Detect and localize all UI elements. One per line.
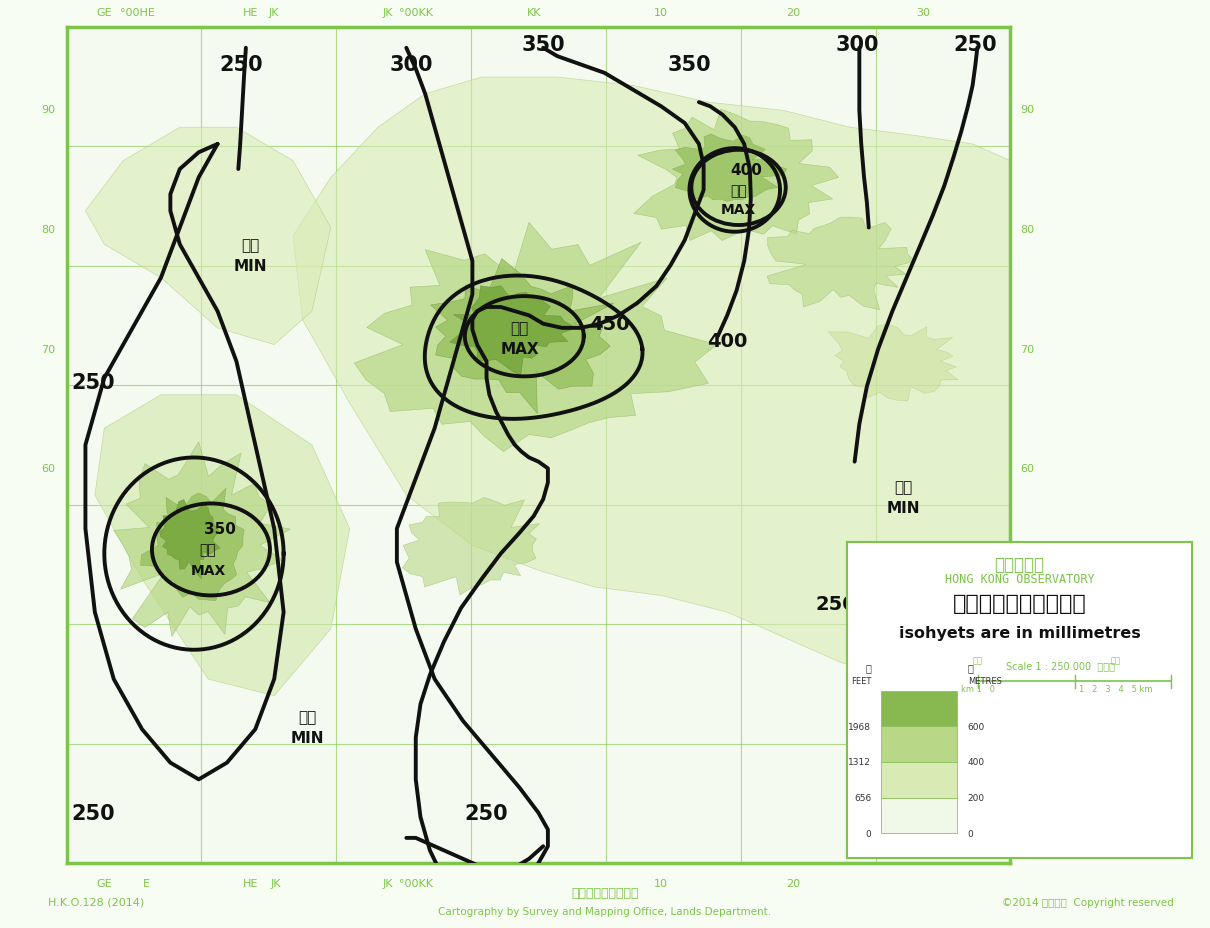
Text: 250: 250 bbox=[816, 595, 855, 613]
Text: °00KK: °00KK bbox=[399, 878, 433, 888]
Text: 呎: 呎 bbox=[865, 663, 871, 672]
Text: MIN: MIN bbox=[234, 258, 267, 274]
Text: H.K.O.128 (2014): H.K.O.128 (2014) bbox=[48, 897, 145, 907]
Text: KK: KK bbox=[526, 7, 541, 18]
Polygon shape bbox=[402, 498, 540, 596]
Text: 20: 20 bbox=[786, 878, 800, 888]
Text: 30: 30 bbox=[1020, 703, 1033, 714]
Text: 公里: 公里 bbox=[1111, 656, 1120, 664]
Text: HE: HE bbox=[243, 878, 258, 888]
Text: HE: HE bbox=[243, 7, 258, 18]
Text: 最高: 最高 bbox=[511, 321, 529, 336]
Text: 400: 400 bbox=[730, 162, 762, 177]
Text: JK: JK bbox=[269, 7, 280, 18]
Text: 0: 0 bbox=[968, 829, 974, 838]
Text: 300: 300 bbox=[390, 56, 433, 75]
Text: 350: 350 bbox=[522, 34, 565, 55]
Polygon shape bbox=[450, 287, 576, 377]
Text: 400: 400 bbox=[707, 331, 748, 351]
Text: E: E bbox=[143, 878, 150, 888]
Text: MAX: MAX bbox=[500, 342, 538, 357]
Text: METRES: METRES bbox=[968, 676, 1002, 685]
Polygon shape bbox=[94, 395, 350, 696]
Bar bbox=[881, 762, 957, 798]
Text: 400: 400 bbox=[968, 757, 985, 767]
Polygon shape bbox=[673, 135, 787, 202]
Text: 30: 30 bbox=[916, 7, 930, 18]
Text: °00KK: °00KK bbox=[399, 7, 433, 18]
Text: 350: 350 bbox=[668, 56, 711, 75]
Text: JK: JK bbox=[382, 878, 393, 888]
Text: 1968: 1968 bbox=[848, 722, 871, 731]
Text: 80: 80 bbox=[41, 225, 56, 235]
Text: 最高: 最高 bbox=[200, 543, 217, 557]
Text: MIN: MIN bbox=[290, 730, 324, 745]
Text: JK: JK bbox=[382, 7, 393, 18]
Text: 450: 450 bbox=[589, 315, 629, 334]
Polygon shape bbox=[293, 78, 1010, 679]
Text: MAX: MAX bbox=[190, 563, 226, 578]
Text: 200: 200 bbox=[968, 793, 985, 802]
Bar bbox=[881, 727, 957, 762]
Text: 地政總署測繪處繪製: 地政總署測繪處繪製 bbox=[571, 886, 639, 899]
Text: 250: 250 bbox=[465, 803, 508, 823]
Polygon shape bbox=[767, 218, 915, 310]
Text: 等雨量線以毫米為單位: 等雨量線以毫米為單位 bbox=[952, 593, 1087, 613]
Text: 70: 70 bbox=[41, 344, 56, 354]
Text: 1   2   3   4   5 km: 1 2 3 4 5 km bbox=[1079, 684, 1153, 693]
Text: 90: 90 bbox=[1020, 105, 1033, 115]
Text: 最低: 最低 bbox=[298, 709, 316, 725]
Text: 60: 60 bbox=[1020, 464, 1033, 474]
Text: 250: 250 bbox=[219, 56, 263, 75]
Text: 最低: 最低 bbox=[242, 238, 260, 252]
Text: 最高: 最高 bbox=[730, 184, 747, 198]
Text: 香港天文台: 香港天文台 bbox=[995, 556, 1044, 574]
Text: 公里: 公里 bbox=[973, 656, 983, 664]
Text: 656: 656 bbox=[854, 793, 871, 802]
Text: °00HE: °00HE bbox=[120, 7, 155, 18]
Text: 80: 80 bbox=[1020, 225, 1033, 235]
Text: km 1   0: km 1 0 bbox=[961, 684, 995, 693]
Text: 20: 20 bbox=[786, 7, 800, 18]
Text: 10: 10 bbox=[655, 7, 668, 18]
Text: 米: 米 bbox=[968, 663, 974, 672]
Text: 350: 350 bbox=[204, 522, 236, 536]
Text: 70: 70 bbox=[1020, 344, 1033, 354]
Text: 60: 60 bbox=[41, 464, 56, 474]
Polygon shape bbox=[160, 500, 220, 579]
Text: FEET: FEET bbox=[851, 676, 871, 685]
Text: MIN: MIN bbox=[887, 500, 921, 516]
Polygon shape bbox=[431, 259, 613, 414]
Polygon shape bbox=[355, 223, 716, 452]
Text: 90: 90 bbox=[41, 105, 56, 115]
Polygon shape bbox=[86, 128, 330, 345]
Text: 0: 0 bbox=[865, 829, 871, 838]
Text: HONG KONG OBSERVATORY: HONG KONG OBSERVATORY bbox=[945, 573, 1094, 586]
Text: isohyets are in millimetres: isohyets are in millimetres bbox=[899, 625, 1140, 640]
Text: 600: 600 bbox=[968, 722, 985, 731]
Text: Cartography by Survey and Mapping Office, Lands Department.: Cartography by Survey and Mapping Office… bbox=[438, 907, 772, 916]
Text: MAX: MAX bbox=[721, 203, 756, 217]
Text: GE: GE bbox=[97, 878, 113, 888]
Text: 最低: 最低 bbox=[894, 480, 912, 495]
Polygon shape bbox=[114, 443, 290, 637]
Bar bbox=[881, 798, 957, 833]
Text: ©2014 版權所有  Copyright reserved: ©2014 版權所有 Copyright reserved bbox=[1002, 897, 1174, 907]
Text: 1312: 1312 bbox=[848, 757, 871, 767]
Polygon shape bbox=[634, 110, 839, 241]
Text: Scale 1 : 250 000  比例尺: Scale 1 : 250 000 比例尺 bbox=[1007, 661, 1116, 671]
Polygon shape bbox=[829, 325, 958, 402]
Text: 250: 250 bbox=[71, 373, 115, 393]
Polygon shape bbox=[140, 489, 244, 601]
Text: 10: 10 bbox=[655, 878, 668, 888]
Text: 250: 250 bbox=[953, 34, 997, 55]
Text: GE: GE bbox=[97, 7, 113, 18]
Text: 300: 300 bbox=[836, 34, 880, 55]
Text: JK: JK bbox=[271, 878, 281, 888]
Bar bbox=[881, 691, 957, 727]
Text: 250: 250 bbox=[71, 803, 115, 823]
